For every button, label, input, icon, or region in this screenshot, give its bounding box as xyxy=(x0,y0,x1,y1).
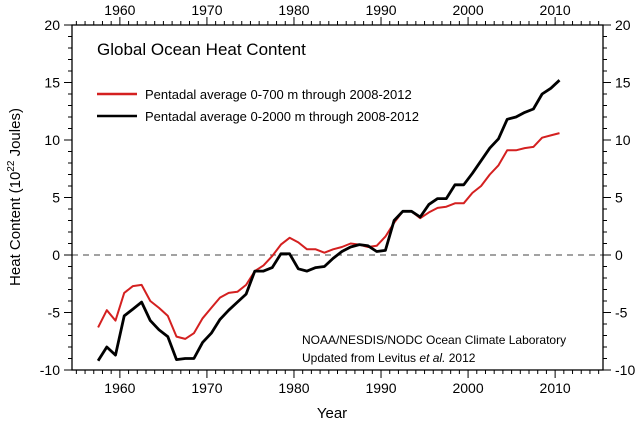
source-annotation: NOAA/NESDIS/NODC Ocean Climate Laborator… xyxy=(302,333,566,347)
y-tick-label-left: -5 xyxy=(48,305,61,321)
x-tick-label-bottom: 1960 xyxy=(104,380,135,396)
x-tick-label-bottom: 2010 xyxy=(540,380,571,396)
legend-label-0-700: Pentadal average 0-700 m through 2008-20… xyxy=(145,87,412,102)
y-tick-label-right: 20 xyxy=(615,17,631,33)
y-tick-label-right: 5 xyxy=(615,190,623,206)
y-tick-label-left: 15 xyxy=(44,75,60,91)
y-tick-label-right: 10 xyxy=(615,132,631,148)
x-tick-label-bottom: 1970 xyxy=(191,380,222,396)
x-tick-label-top: 1960 xyxy=(104,2,135,18)
y-tick-label-right: 15 xyxy=(615,75,631,91)
x-tick-label-top: 1970 xyxy=(191,2,222,18)
x-tick-label-top: 1980 xyxy=(278,2,309,18)
x-tick-label-top: 2010 xyxy=(540,2,571,18)
x-tick-label-top: 2000 xyxy=(452,2,483,18)
plot-frame xyxy=(71,24,604,371)
y-tick-label-right: 0 xyxy=(615,247,623,263)
citation-annotation: Updated from Levitus et al. 2012 xyxy=(302,351,476,365)
y-tick-label-right: -5 xyxy=(615,305,628,321)
x-tick-label-top: 1990 xyxy=(365,2,396,18)
x-tick-label-bottom: 1990 xyxy=(365,380,396,396)
chart-title: Global Ocean Heat Content xyxy=(97,40,306,59)
y-tick-label-left: -10 xyxy=(40,362,60,378)
x-tick-label-bottom: 1980 xyxy=(278,380,309,396)
y-tick-label-left: 10 xyxy=(44,132,60,148)
series-line-0-2000m xyxy=(96,79,561,362)
y-tick-label-left: 20 xyxy=(44,17,60,33)
x-tick-label-bottom: 2000 xyxy=(452,380,483,396)
y-tick-label-right: -10 xyxy=(615,362,635,378)
y-tick-label-left: 5 xyxy=(52,190,60,206)
legend-label-0-2000: Pentadal average 0-2000 m through 2008-2… xyxy=(145,109,419,124)
y-tick-label-left: 0 xyxy=(52,247,60,263)
series-line-0-700m xyxy=(97,132,560,340)
series-lines xyxy=(96,79,561,362)
x-axis-label: Year xyxy=(317,405,347,422)
axis-ticks: 1960196019701970198019801990199020002000… xyxy=(40,2,636,396)
y-axis-label: Heat Content (1022 Joules) xyxy=(6,108,24,286)
